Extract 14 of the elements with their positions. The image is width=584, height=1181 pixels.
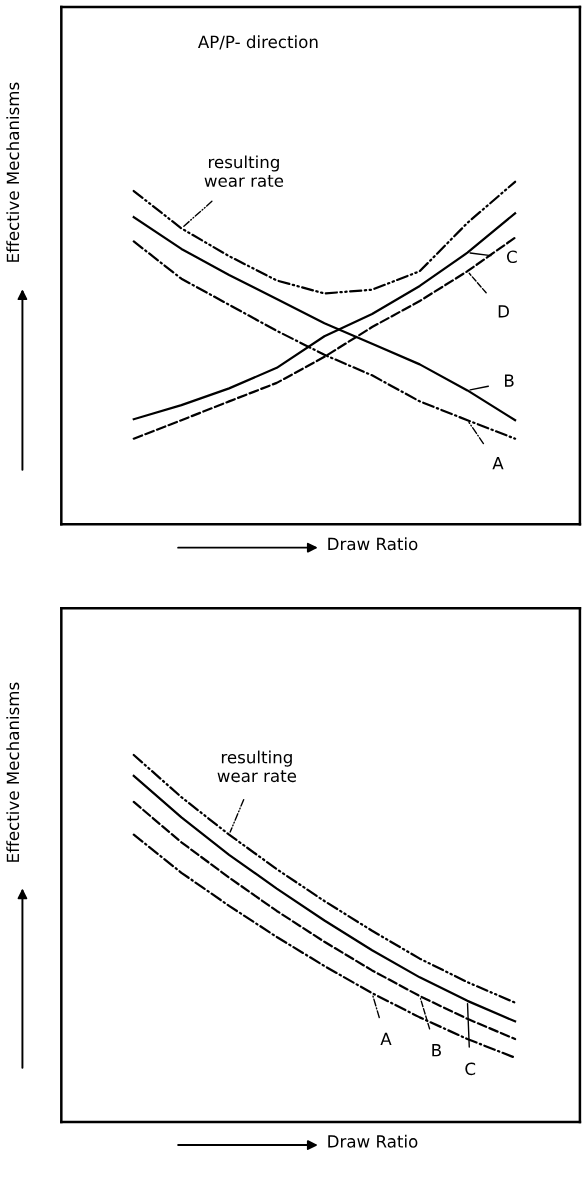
x-axis-title: Draw Ratio [328,1134,418,1148]
text: C [465,1062,476,1076]
series-label: A [492,457,504,470]
text: resulting wear rate [217,750,297,783]
legend-label: B [432,1044,441,1057]
legend-label: B [505,374,514,387]
x-axis-title: Draw Ratio [328,537,418,551]
text: AP/P- direction [197,35,318,50]
legend-label: A [380,1032,392,1045]
y-axis-title: Effective Mechanisms [6,82,20,262]
legend-label: C [506,250,517,264]
y-axis-title: Effective Mechanisms [6,682,20,862]
text: resulting wear rate [204,155,284,187]
text: D [498,305,509,318]
